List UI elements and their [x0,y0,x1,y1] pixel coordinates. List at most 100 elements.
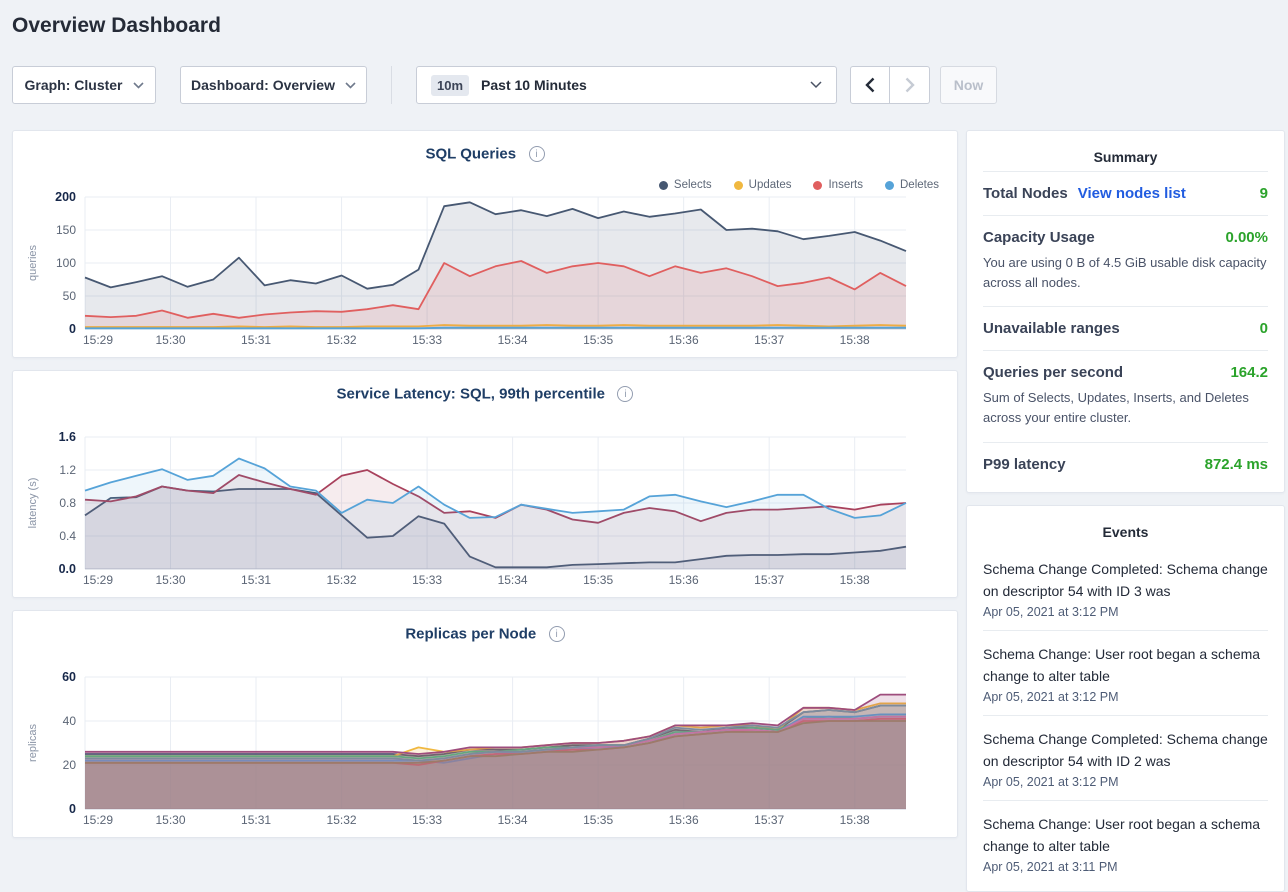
summary-row-unavailable-ranges: Unavailable ranges 0 [983,306,1268,350]
side-column: Summary Total Nodes View nodes list 9 Ca… [966,130,1285,892]
svg-text:15:31: 15:31 [241,813,271,827]
inserts-dot-icon [813,180,823,190]
time-prev-button[interactable] [850,66,890,104]
event-message: Schema Change Completed: Schema change o… [983,560,1268,599]
capacity-usage-value: 0.00% [1225,229,1268,246]
svg-text:15:34: 15:34 [498,573,528,587]
svg-text:15:35: 15:35 [583,333,613,347]
charts-column: SQL Queries i Selects Updates Inserts [12,130,958,850]
time-range-dropdown[interactable]: 10m Past 10 Minutes [416,66,837,104]
svg-text:15:30: 15:30 [156,573,186,587]
svg-text:15:33: 15:33 [412,333,442,347]
svg-text:queries: queries [27,244,39,281]
svg-text:15:35: 15:35 [583,813,613,827]
svg-text:15:34: 15:34 [498,333,528,347]
svg-text:15:31: 15:31 [241,573,271,587]
capacity-usage-subtext: You are using 0 B of 4.5 GiB usable disk… [983,255,1267,291]
svg-text:15:37: 15:37 [754,813,784,827]
info-icon[interactable]: i [617,385,634,402]
svg-text:15:37: 15:37 [754,573,784,587]
chevron-right-icon [905,77,915,93]
svg-text:15:32: 15:32 [327,813,357,827]
service-latency-chart[interactable]: 15:29 15:30 15:31 15:32 15:33 15:34 15:35 15:36… [24,417,946,589]
svg-text:15:29: 15:29 [83,333,113,347]
svg-text:15:32: 15:32 [327,573,357,587]
toolbar-divider [391,66,392,104]
svg-text:0.8: 0.8 [59,496,76,510]
sql-queries-chart[interactable]: 15:29 15:30 15:31 15:32 15:33 15:34 15:35 15:36… [24,177,946,349]
info-icon[interactable]: i [528,145,545,162]
now-button[interactable]: Now [940,66,997,104]
summary-row-total-nodes: Total Nodes View nodes list 9 [983,171,1268,215]
sql-queries-legend: Selects Updates Inserts Deletes [658,179,939,191]
svg-text:50: 50 [63,289,77,303]
info-icon[interactable]: i [548,625,565,642]
sql-queries-panel: SQL Queries i Selects Updates Inserts [12,130,958,358]
selects-dot-icon [658,180,668,190]
service-latency-panel: Service Latency: SQL, 99th percentile i … [12,370,958,598]
event-timestamp: Apr 05, 2021 at 3:12 PM [983,774,1119,789]
qps-label: Queries per second [983,364,1124,382]
graph-dropdown-label: Graph: Cluster [24,77,123,93]
main-content: SQL Queries i Selects Updates Inserts [12,130,1285,892]
svg-text:60: 60 [62,670,76,684]
svg-text:15:30: 15:30 [156,333,186,347]
toolbar: Graph: Cluster Dashboard: Overview 10m P… [12,66,1276,104]
time-next-button[interactable] [890,66,930,104]
dashboard-dropdown[interactable]: Dashboard: Overview [180,66,367,104]
event-timestamp: Apr 05, 2021 at 3:12 PM [983,689,1119,704]
event-item: Schema Change: User root began a schema … [983,631,1268,716]
event-message: Schema Change: User root began a schema … [983,645,1261,684]
p99-latency-value: 872.4 ms [1204,455,1268,473]
legend-item-inserts: Inserts [813,179,863,191]
svg-text:15:38: 15:38 [840,333,870,347]
replicas-per-node-title: Replicas per Node [405,625,537,643]
now-button-label: Now [953,77,984,93]
svg-text:15:33: 15:33 [412,573,442,587]
chevron-down-icon [345,81,356,89]
svg-text:15:29: 15:29 [83,573,113,587]
replicas-per-node-panel: Replicas per Node i 15:29 15:30 15:31 15:32… [12,610,958,838]
svg-text:15:38: 15:38 [840,573,870,587]
chevron-down-icon [810,81,822,89]
p99-latency-label: P99 latency [983,455,1066,473]
svg-text:1.2: 1.2 [59,463,76,477]
summary-panel: Summary Total Nodes View nodes list 9 Ca… [966,130,1285,493]
svg-text:0.0: 0.0 [59,562,76,576]
svg-text:15:35: 15:35 [583,573,613,587]
svg-text:15:33: 15:33 [412,813,442,827]
service-latency-title: Service Latency: SQL, 99th percentile [336,385,605,403]
svg-text:0.4: 0.4 [59,529,76,543]
graph-dropdown[interactable]: Graph: Cluster [12,66,156,104]
svg-text:15:36: 15:36 [669,813,699,827]
summary-row-qps: Queries per second 164.2 Sum of Selects,… [983,350,1268,441]
replicas-per-node-chart[interactable]: 15:29 15:30 15:31 15:32 15:33 15:34 15:35 15:36… [24,657,946,829]
chevron-left-icon [865,77,875,93]
unavailable-ranges-label: Unavailable ranges [983,320,1120,338]
svg-text:15:37: 15:37 [754,333,784,347]
page-title: Overview Dashboard [12,14,221,37]
svg-text:15:32: 15:32 [327,333,357,347]
updates-dot-icon [733,180,743,190]
chevron-down-icon [132,81,144,89]
events-title: Events [1102,523,1149,540]
event-item: Schema Change Completed: Schema change o… [983,546,1268,631]
qps-subtext: Sum of Selects, Updates, Inserts, and De… [983,390,1249,426]
sql-queries-title: SQL Queries [425,145,517,163]
svg-text:15:36: 15:36 [669,573,699,587]
qps-value: 164.2 [1230,364,1268,382]
svg-text:40: 40 [63,714,77,728]
total-nodes-value: 9 [1259,185,1268,202]
time-nav-group [850,66,930,104]
svg-text:latency (s): latency (s) [27,478,39,529]
total-nodes-label: Total Nodes [983,185,1068,202]
legend-item-selects: Selects [658,179,712,191]
svg-text:15:34: 15:34 [498,813,528,827]
event-timestamp: Apr 05, 2021 at 3:11 PM [983,859,1118,874]
svg-text:200: 200 [55,190,76,204]
time-range-label: Past 10 Minutes [481,77,587,93]
svg-text:replicas: replicas [27,724,39,762]
event-timestamp: Apr 05, 2021 at 3:12 PM [983,604,1119,619]
summary-row-p99: P99 latency 872.4 ms [983,441,1268,486]
view-nodes-list-link[interactable]: View nodes list [1077,185,1186,202]
